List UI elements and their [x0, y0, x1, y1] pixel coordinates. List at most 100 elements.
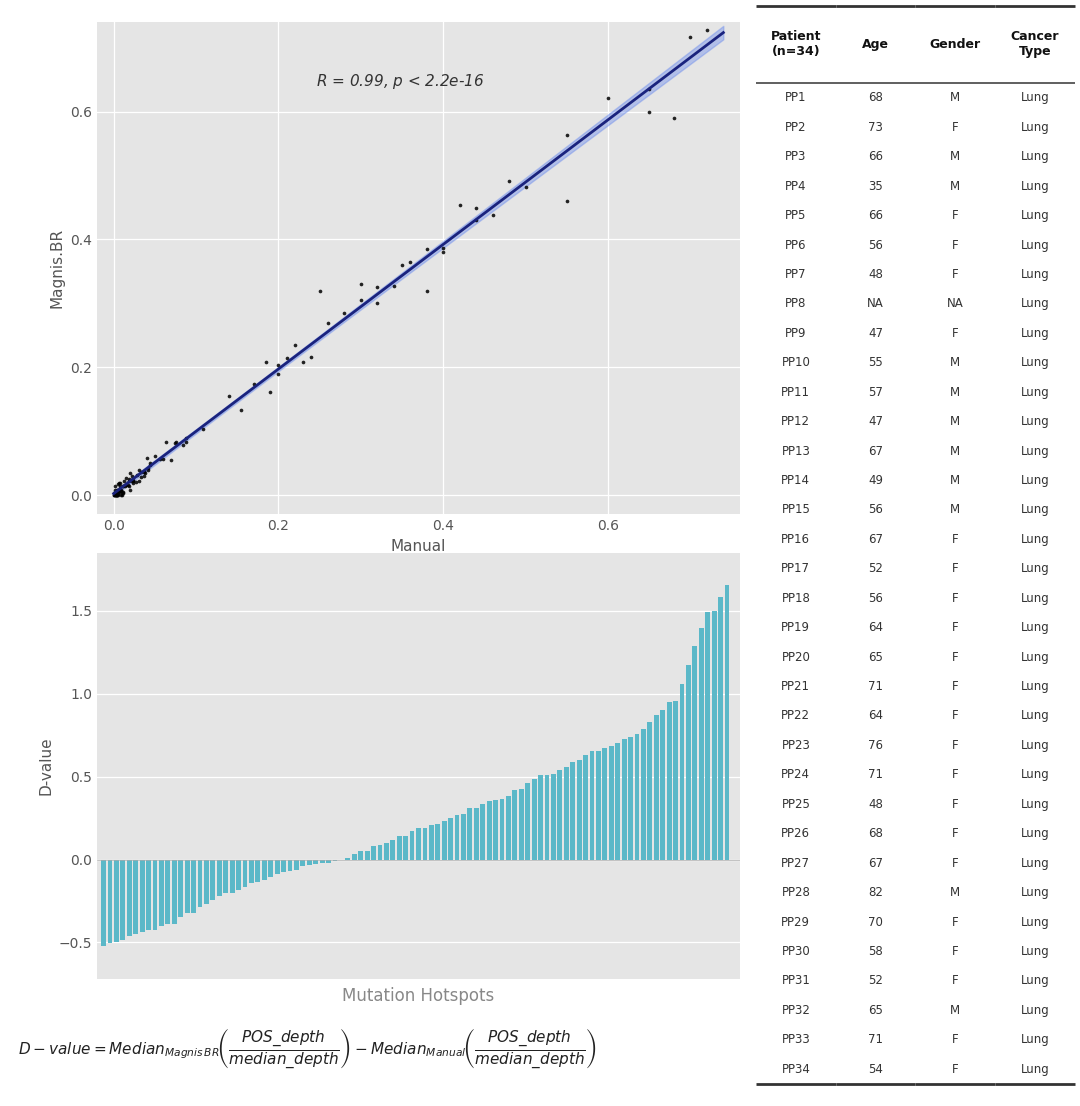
Point — [599, 90, 617, 107]
Point — [141, 455, 159, 472]
Bar — [198, 859, 202, 907]
Bar — [435, 824, 441, 859]
Point — [111, 478, 129, 495]
Point — [109, 482, 126, 500]
Bar — [365, 851, 369, 859]
Point — [665, 109, 683, 127]
Point — [106, 484, 123, 502]
Point — [500, 171, 517, 189]
Bar — [642, 729, 646, 859]
Point — [124, 472, 141, 490]
Bar — [185, 859, 190, 914]
Bar — [590, 751, 594, 859]
Bar — [564, 766, 569, 859]
Bar — [313, 859, 319, 864]
Point — [106, 481, 123, 499]
Point — [120, 478, 137, 495]
Bar — [114, 859, 119, 942]
Bar — [326, 859, 330, 863]
Bar — [139, 859, 145, 932]
Bar — [307, 859, 312, 865]
Bar — [461, 814, 465, 859]
Point — [112, 482, 130, 500]
Point — [311, 282, 328, 300]
Bar — [705, 613, 710, 859]
Point — [107, 487, 124, 504]
Point — [681, 28, 699, 45]
Bar — [725, 585, 729, 859]
X-axis label: Manual: Manual — [391, 539, 446, 554]
Bar — [237, 859, 241, 889]
Bar — [699, 628, 704, 859]
Point — [119, 477, 136, 494]
Bar — [287, 859, 293, 872]
Bar — [653, 714, 659, 859]
Point — [131, 461, 148, 479]
Bar — [133, 859, 138, 935]
Point — [109, 481, 126, 499]
Bar — [596, 751, 600, 859]
Point — [434, 239, 451, 257]
Point — [114, 483, 132, 501]
Point — [154, 450, 172, 468]
Bar — [390, 839, 395, 859]
Point — [167, 434, 185, 451]
Bar — [647, 722, 652, 859]
Point — [131, 472, 148, 490]
Point — [320, 314, 337, 332]
Point — [434, 243, 451, 261]
Point — [368, 278, 386, 295]
Point — [107, 477, 124, 494]
Point — [121, 465, 138, 482]
Bar — [352, 854, 356, 859]
Bar — [403, 836, 408, 859]
Point — [109, 481, 126, 499]
Text: $\mathit{R}$ = 0.99, $\mathit{p}$ < 2.2e-16: $\mathit{R}$ = 0.99, $\mathit{p}$ < 2.2e… — [315, 72, 484, 91]
Point — [386, 276, 403, 294]
Bar — [551, 774, 556, 859]
Point — [124, 472, 141, 490]
Point — [117, 477, 134, 494]
Bar — [448, 818, 453, 859]
Bar — [507, 796, 511, 859]
Bar — [409, 831, 415, 859]
Point — [111, 483, 129, 501]
Bar — [455, 815, 459, 859]
Bar — [127, 859, 132, 936]
Point — [121, 481, 138, 499]
Bar — [172, 859, 177, 924]
Bar — [494, 800, 498, 859]
Point — [113, 486, 131, 503]
Point — [295, 354, 312, 372]
Point — [106, 487, 123, 504]
Bar — [629, 737, 633, 859]
Bar — [609, 745, 613, 859]
Bar — [191, 859, 195, 912]
Bar — [204, 859, 208, 904]
Point — [108, 484, 125, 502]
Bar — [346, 858, 350, 859]
Bar — [673, 700, 678, 859]
Point — [302, 348, 320, 366]
Point — [484, 206, 501, 223]
Bar — [474, 808, 478, 859]
Point — [640, 103, 658, 121]
Bar — [557, 771, 563, 859]
Point — [136, 462, 153, 480]
Point — [120, 472, 137, 490]
Point — [110, 474, 127, 492]
Bar — [429, 825, 434, 859]
Bar — [359, 852, 363, 859]
Point — [109, 476, 126, 493]
Bar — [378, 845, 382, 859]
Bar — [274, 859, 280, 874]
X-axis label: Mutation Hotspots: Mutation Hotspots — [342, 988, 495, 1005]
Bar — [468, 808, 472, 859]
Point — [109, 486, 126, 503]
Point — [245, 375, 262, 393]
Bar — [487, 801, 491, 859]
Bar — [692, 646, 698, 859]
Point — [141, 456, 159, 473]
Point — [558, 126, 576, 144]
Point — [640, 81, 658, 98]
